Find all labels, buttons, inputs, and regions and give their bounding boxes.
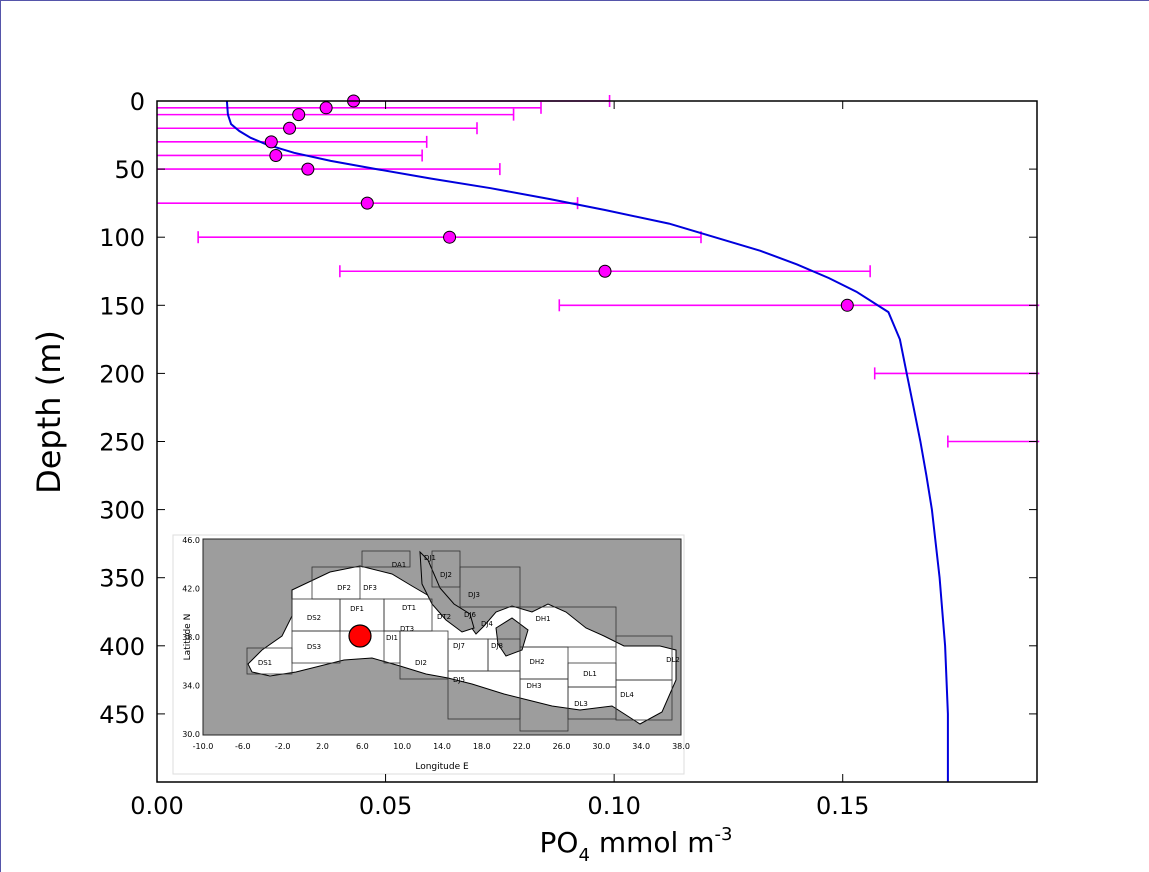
inset-region-label-dh3: DH3 xyxy=(526,682,541,690)
inset-region-box-6 xyxy=(291,630,341,664)
x-tick-label: 0.10 xyxy=(587,792,640,820)
y-tick-label: 300 xyxy=(99,497,145,525)
inset-lon-label: Longitude E xyxy=(415,762,469,772)
y-tick-label: 350 xyxy=(99,565,145,593)
inset-region-label-dl1: DL1 xyxy=(583,670,597,678)
inset-region-label-dj2: DJ2 xyxy=(440,571,452,579)
inset-italy xyxy=(419,550,475,633)
observation-point-6 xyxy=(301,162,315,176)
inset-lon-tick: 6.0 xyxy=(356,742,369,751)
inset-lon-tick: -6.0 xyxy=(235,742,251,751)
x-tick-label: 0.05 xyxy=(359,792,412,820)
observation-point-10 xyxy=(840,298,854,312)
observation-point-7 xyxy=(360,196,374,210)
inset-region-label-dh1: DH1 xyxy=(535,615,550,623)
inset-region-box-20 xyxy=(615,679,673,721)
inset-lon-tick: 26.0 xyxy=(553,742,571,751)
inset-lat-tick: 30.0 xyxy=(182,730,200,739)
data-layer xyxy=(157,94,1040,782)
inset-region-label-dh2: DH2 xyxy=(529,658,544,666)
y-tick-label: 450 xyxy=(99,701,145,729)
inset-region-label-dt3: DT3 xyxy=(400,625,414,633)
y-tick-label: 400 xyxy=(99,633,145,661)
model-profile-line xyxy=(225,100,949,782)
y-tick-label: 50 xyxy=(114,156,145,184)
inset-region-label-df3: DF3 xyxy=(363,584,377,592)
inset-lon-tick: 10.0 xyxy=(393,742,411,751)
x-axis-label-unit: mmol m xyxy=(590,826,715,859)
inset-region-box-9 xyxy=(459,566,521,608)
y-tick-label: 0 xyxy=(130,88,145,116)
inset-lon-tick: 38.0 xyxy=(672,742,690,751)
inset-region-label-dj1: DJ1 xyxy=(424,554,436,562)
observation-point-3 xyxy=(283,121,297,135)
inset-region-label-dl4: DL4 xyxy=(620,691,634,699)
x-axis-label-main: PO xyxy=(540,826,579,859)
x-axis-label-sub: 4 xyxy=(578,845,589,866)
inset-region-label-dj7: DJ7 xyxy=(453,642,465,650)
inset-lon-tick: 22.0 xyxy=(513,742,531,751)
inset-region-label-dl3: DL3 xyxy=(574,700,588,708)
y-tick-label: 100 xyxy=(99,224,145,252)
observation-point-1 xyxy=(319,101,333,115)
observation-point-5 xyxy=(269,148,283,162)
inset-lat-tick: 34.0 xyxy=(182,682,200,691)
observation-point-2 xyxy=(292,108,306,122)
inset-lon-tick: 30.0 xyxy=(592,742,610,751)
tick-labels: 0 50 100 150 200 250 300 350 400 450 0.00 0.05 0.10 0… xyxy=(99,88,869,820)
inset-region-label-dj3: DJ3 xyxy=(468,591,480,599)
inset-region-label-dj5: DJ5 xyxy=(453,676,465,684)
inset-region-label-ds1: DS1 xyxy=(258,659,272,667)
x-axis-label-sup: -3 xyxy=(714,824,732,845)
inset-lon-tick: 34.0 xyxy=(632,742,650,751)
inset-lon-tick: 14.0 xyxy=(433,742,451,751)
inset-region-label-dj8: DJ8 xyxy=(491,642,503,650)
inset-region-label-dj6: DJ6 xyxy=(464,611,476,619)
x-axis-label: PO4 mmol m-3 xyxy=(540,824,733,866)
inset-lon-tick: 18.0 xyxy=(473,742,491,751)
inset-lon-tick: 2.0 xyxy=(316,742,329,751)
inset-region-label-di2: DI2 xyxy=(415,659,427,667)
inset-lon-tick: -2.0 xyxy=(275,742,291,751)
inset-region-label-df2: DF2 xyxy=(337,584,351,592)
inset-region-box-0 xyxy=(361,550,411,568)
inset-location-marker xyxy=(348,624,372,648)
inset-region-label-di1: DI1 xyxy=(386,634,398,642)
inset-region-label-dl2: DL2 xyxy=(666,656,680,664)
y-tick-label: 150 xyxy=(99,292,145,320)
inset-region-box-7 xyxy=(246,647,293,675)
inset-region-label-df1: DF1 xyxy=(350,605,364,613)
inset-lon-tick: -10.0 xyxy=(193,742,214,751)
inset-lat-tick: 38.0 xyxy=(182,633,200,642)
x-tick-label: 0.15 xyxy=(816,792,869,820)
inset-lat-tick: 46.0 xyxy=(182,536,200,545)
y-tick-label: 200 xyxy=(99,360,145,388)
inset-lat-tick: 42.0 xyxy=(182,585,200,594)
inset-region-label-ds2: DS2 xyxy=(307,614,321,622)
inset-lat-label: Latitude N xyxy=(183,614,193,661)
observation-point-8 xyxy=(443,230,457,244)
inset-region-label-dt2: DT2 xyxy=(437,613,451,621)
inset-region-label-ds3: DS3 xyxy=(307,643,321,651)
observation-point-9 xyxy=(598,264,612,278)
inset-region-label-da1: DA1 xyxy=(392,561,407,569)
inset-region-label-dj4: DJ4 xyxy=(481,620,493,628)
x-tick-label: 0.00 xyxy=(130,792,183,820)
y-axis-label: Depth (m) xyxy=(30,330,68,494)
observation-point-4 xyxy=(264,135,278,149)
y-tick-label: 250 xyxy=(99,429,145,457)
inset-region-label-dt1: DT1 xyxy=(402,604,416,612)
axes xyxy=(156,100,1038,783)
